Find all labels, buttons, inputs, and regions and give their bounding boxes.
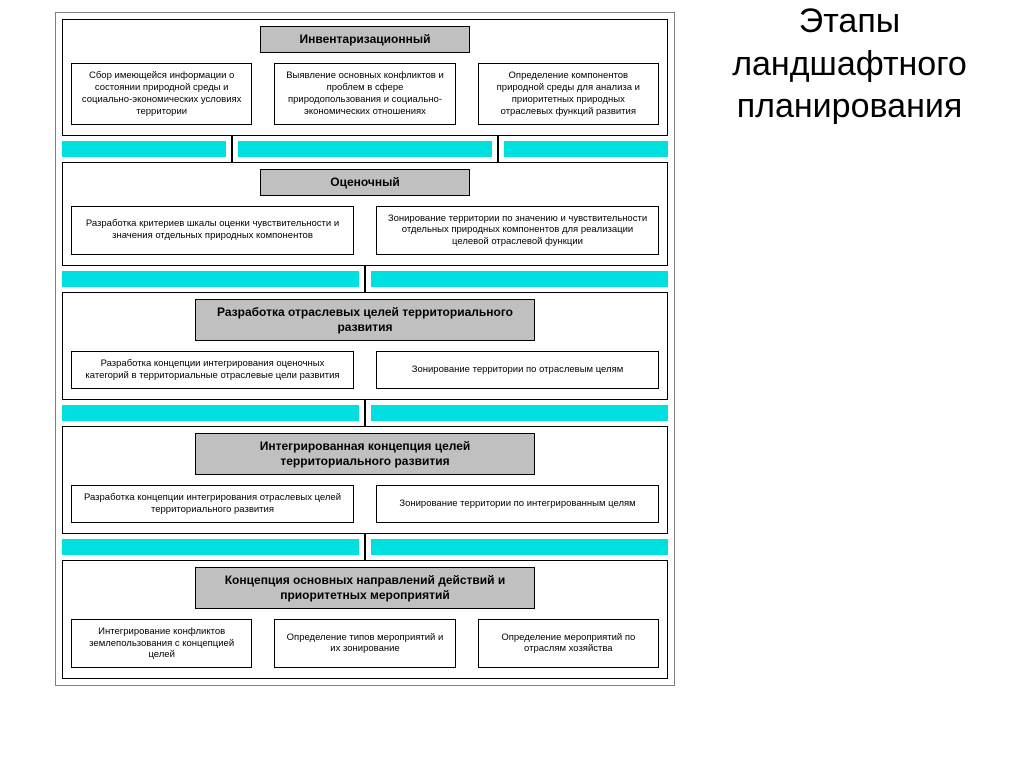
subbox: Выявление основных конфликтов и проблем …	[274, 63, 455, 125]
page-title: Этапы ландшафтного планирования	[681, 0, 1018, 128]
stage-4: Интегрированная концепция целей территор…	[62, 426, 668, 534]
subbox: Определение мероприятий по отраслям хозя…	[478, 619, 659, 669]
stage-3: Разработка отраслевых целей территориаль…	[62, 292, 668, 400]
stage-header: Оценочный	[260, 169, 470, 196]
subbox: Сбор имеющейся информации о состоянии пр…	[71, 63, 252, 125]
subbox: Зонирование территории по интегрированны…	[376, 485, 659, 523]
subbox: Разработка критериев шкалы оценки чувств…	[71, 206, 354, 256]
subbox: Зонирование территории по отраслевым цел…	[376, 351, 659, 389]
stage-header: Инвентаризационный	[260, 26, 470, 53]
subbox: Зонирование территории по значению и чув…	[376, 206, 659, 256]
subbox: Разработка концепции интегрирования отра…	[71, 485, 354, 523]
connector-line	[364, 266, 366, 292]
title-panel: Этапы ландшафтного планирования	[675, 0, 1024, 128]
subbox: Интегрирование конфликтов землепользован…	[71, 619, 252, 669]
stage-subboxes: Разработка концепции интегрирования отра…	[71, 485, 659, 523]
cyan-bar	[62, 405, 359, 421]
stage-header: Разработка отраслевых целей территориаль…	[195, 299, 535, 341]
cyan-bar	[371, 539, 668, 555]
subbox: Определение компонентов природной среды …	[478, 63, 659, 125]
stage-subboxes: Разработка концепции интегрирования оцен…	[71, 351, 659, 389]
stage-subboxes: Сбор имеющейся информации о состоянии пр…	[71, 63, 659, 125]
cyan-bar	[62, 539, 359, 555]
stage-subboxes: Разработка критериев шкалы оценки чувств…	[71, 206, 659, 256]
cyan-bar	[504, 141, 668, 157]
cyan-bar	[62, 141, 226, 157]
diagram-frame: Инвентаризационный Сбор имеющейся информа…	[55, 12, 675, 686]
cyan-bar	[371, 405, 668, 421]
stage-connector	[62, 534, 668, 560]
stage-subboxes: Интегрирование конфликтов землепользован…	[71, 619, 659, 669]
stage-header: Концепция основных направлений действий …	[195, 567, 535, 609]
connector-line	[364, 534, 366, 560]
subbox: Разработка концепции интегрирования оцен…	[71, 351, 354, 389]
stage-connector	[62, 266, 668, 292]
cyan-bar	[238, 141, 493, 157]
connector-line	[364, 400, 366, 426]
connector-line	[231, 136, 233, 162]
subbox: Определение типов мероприятий и их зонир…	[274, 619, 455, 669]
stage-2: Оценочный Разработка критериев шкалы оцен…	[62, 162, 668, 267]
stage-1: Инвентаризационный Сбор имеющейся информа…	[62, 19, 668, 136]
stage-5: Концепция основных направлений действий …	[62, 560, 668, 680]
connector-line	[497, 136, 499, 162]
cyan-bar	[371, 271, 668, 287]
stage-connector	[62, 400, 668, 426]
stage-connector	[62, 136, 668, 162]
stage-header: Интегрированная концепция целей территор…	[195, 433, 535, 475]
cyan-bar	[62, 271, 359, 287]
